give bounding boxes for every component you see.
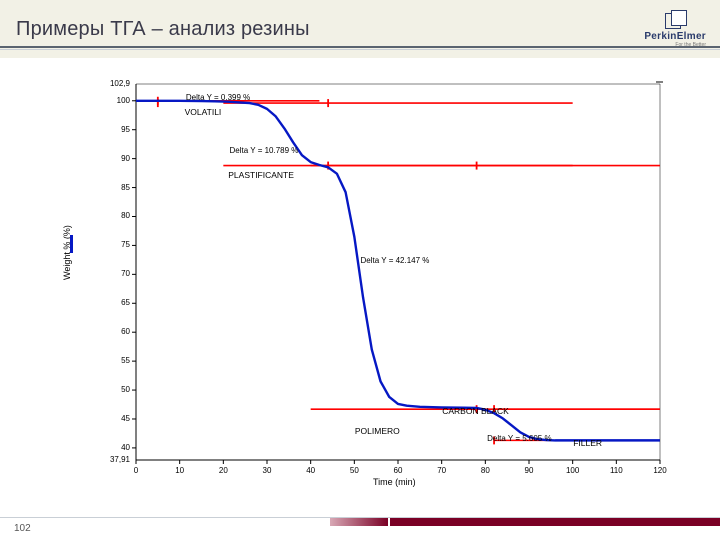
header-rule <box>0 46 720 48</box>
y-tick: 70 <box>121 269 130 278</box>
y-tick: 95 <box>121 125 130 134</box>
x-tick: 10 <box>175 466 184 475</box>
y-tick: 75 <box>121 240 130 249</box>
y-tick: 40 <box>121 443 130 452</box>
legend-swatch <box>70 235 73 253</box>
header-rule-light <box>0 49 720 50</box>
delta-label: Delta Y = 0.399 % <box>186 93 250 102</box>
y-tick: 85 <box>121 183 130 192</box>
slide-title: Примеры ТГА – анализ резины <box>16 18 310 41</box>
y-tick: 60 <box>121 327 130 336</box>
step-label: VOLATILI <box>185 107 222 117</box>
y-tick: 55 <box>121 356 130 365</box>
y-tick-bot: 37,91 <box>110 455 130 464</box>
y-tick-top: 102,9 <box>110 79 130 88</box>
step-label: PLASTIFICANTE <box>228 170 294 180</box>
x-tick: 30 <box>263 466 272 475</box>
logo-text: PerkinElmer <box>644 31 706 42</box>
x-tick: 0 <box>134 466 138 475</box>
x-tick: 50 <box>350 466 359 475</box>
y-tick: 50 <box>121 385 130 394</box>
slide: Примеры ТГА – анализ резины PerkinElmer … <box>0 0 720 540</box>
step-label: CARBON BLACK <box>442 406 509 416</box>
x-tick: 70 <box>437 466 446 475</box>
y-tick: 45 <box>121 414 130 423</box>
delta-label: Delta Y = 42.147 % <box>361 256 430 265</box>
x-tick: 120 <box>653 466 666 475</box>
step-label: POLIMERO <box>355 426 400 436</box>
step-label: FILLER <box>573 438 602 448</box>
page-number: 102 <box>14 523 31 534</box>
y-tick: 100 <box>117 96 130 105</box>
x-axis-label: Time (min) <box>373 477 416 487</box>
footer-accent <box>390 518 720 526</box>
x-tick: 60 <box>394 466 403 475</box>
brand-logo: PerkinElmer For the Better <box>644 10 706 48</box>
y-tick: 80 <box>121 211 130 220</box>
delta-label: Delta Y = 5.605 % <box>487 434 551 443</box>
x-tick: 100 <box>566 466 579 475</box>
logo-mark <box>665 10 685 30</box>
x-tick: 90 <box>525 466 534 475</box>
x-tick: 110 <box>610 466 623 475</box>
y-tick: 90 <box>121 154 130 163</box>
x-tick: 80 <box>481 466 490 475</box>
x-tick: 40 <box>306 466 315 475</box>
y-tick: 65 <box>121 298 130 307</box>
x-tick: 20 <box>219 466 228 475</box>
delta-label: Delta Y = 10.789 % <box>230 146 299 155</box>
